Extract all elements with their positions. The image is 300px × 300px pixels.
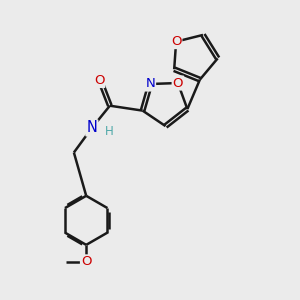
Text: O: O	[94, 74, 104, 87]
Text: O: O	[172, 76, 183, 89]
Text: N: N	[145, 77, 155, 91]
Text: O: O	[171, 35, 181, 48]
Text: H: H	[104, 125, 113, 138]
Text: O: O	[81, 255, 92, 268]
Text: N: N	[86, 121, 97, 136]
